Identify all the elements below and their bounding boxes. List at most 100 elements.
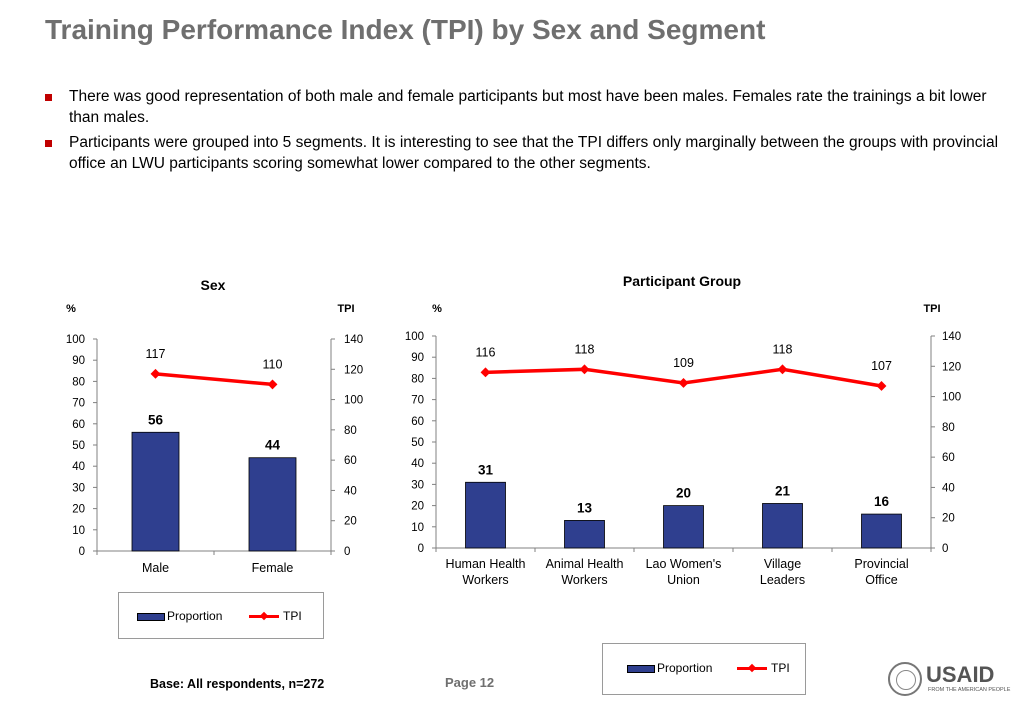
y-tick-label-left: 80 <box>72 376 85 388</box>
category-label: Female <box>252 561 294 575</box>
tpi-value-label: 117 <box>146 347 166 361</box>
y-tick-label-right: 0 <box>942 543 948 555</box>
y-tick-label-right: 60 <box>942 452 955 464</box>
bar <box>131 431 180 552</box>
y-tick-label-left: 90 <box>72 355 85 367</box>
left-axis-unit: % <box>66 303 76 315</box>
y-tick-label-left: 50 <box>411 437 424 449</box>
y-tick-label-left: 0 <box>79 546 85 558</box>
category-label: Lao Women's Union <box>646 557 722 587</box>
legend-bar-swatch <box>137 613 165 621</box>
y-tick-label-right: 100 <box>942 392 961 404</box>
y-tick-label-right: 0 <box>344 546 350 558</box>
chart-title: Participant Group <box>623 273 741 289</box>
y-tick-label-right: 80 <box>942 422 955 434</box>
y-tick-label-left: 90 <box>411 352 424 364</box>
y-tick-label-right: 120 <box>942 361 961 373</box>
tpi-value-label: 109 <box>673 356 694 370</box>
bar <box>663 505 704 549</box>
legend-bar-swatch <box>627 665 655 673</box>
y-tick-label-left: 0 <box>418 543 424 555</box>
seal-icon <box>888 662 922 696</box>
page-title: Training Performance Index (TPI) by Sex … <box>45 14 766 45</box>
y-tick-label-right: 20 <box>942 513 955 525</box>
y-tick-label-right: 120 <box>344 364 363 376</box>
y-tick-label-right: 80 <box>344 425 357 437</box>
y-tick-label-left: 20 <box>72 504 85 516</box>
y-tick-label-left: 10 <box>72 525 85 537</box>
right-axis-unit: TPI <box>923 303 940 315</box>
y-tick-label-left: 70 <box>72 398 85 410</box>
y-tick-label-right: 40 <box>942 482 955 494</box>
bar <box>248 457 297 552</box>
tpi-marker <box>480 367 491 378</box>
bar <box>762 503 803 549</box>
y-tick-label-right: 100 <box>344 395 363 407</box>
tpi-marker <box>876 381 887 391</box>
bar-value-label: 21 <box>775 483 791 498</box>
tpi-value-label: 116 <box>476 345 496 359</box>
y-tick-label-right: 40 <box>344 485 357 497</box>
chart-title: Sex <box>201 277 226 293</box>
y-tick-label-left: 100 <box>66 334 85 346</box>
y-tick-label-left: 60 <box>72 419 85 431</box>
category-label: Animal Health Workers <box>546 557 624 587</box>
tpi-marker <box>267 379 278 390</box>
y-tick-label-left: 40 <box>72 461 85 473</box>
bar-value-label: 44 <box>265 438 281 453</box>
y-tick-label-left: 80 <box>411 373 424 385</box>
left-axis-unit: % <box>432 303 442 315</box>
bullet-list: There was good representation of both ma… <box>45 86 1000 178</box>
logo-word: USAID <box>926 662 995 687</box>
right-axis-unit: TPI <box>337 303 354 315</box>
bar <box>564 520 605 549</box>
logo-tagline: FROM THE AMERICAN PEOPLE <box>928 687 1011 693</box>
tpi-marker <box>678 377 689 388</box>
y-tick-label-right: 60 <box>344 455 357 467</box>
legend-marker-icon <box>259 611 269 621</box>
category-label: Provincial Office <box>854 557 908 587</box>
legend-marker-icon <box>747 663 757 673</box>
tpi-line <box>155 372 273 387</box>
bullet-text: Participants were grouped into 5 segment… <box>69 134 999 172</box>
legend-label: Proportion <box>167 609 223 623</box>
legend-label: TPI <box>771 661 790 675</box>
y-tick-label-left: 40 <box>411 458 424 470</box>
legend-label: TPI <box>283 609 302 623</box>
bar-value-label: 20 <box>676 486 691 501</box>
tpi-value-label: 110 <box>263 357 283 371</box>
bar <box>861 513 902 549</box>
base-note: Base: All respondents, n=272 <box>150 677 325 691</box>
bullet-square-icon <box>45 140 52 147</box>
usaid-logo: USAID FROM THE AMERICAN PEOPLE <box>888 660 1010 700</box>
bullet-item: There was good representation of both ma… <box>45 86 1000 128</box>
tpi-value-label: 118 <box>773 342 793 356</box>
category-label: Village Leaders <box>760 557 805 587</box>
legend-sex: Proportion TPI <box>118 592 324 639</box>
y-tick-label-left: 20 <box>411 501 424 513</box>
y-tick-label-left: 30 <box>72 482 85 494</box>
bar-value-label: 13 <box>577 500 593 515</box>
tpi-value-label: 107 <box>871 359 892 373</box>
bullet-square-icon <box>45 94 52 101</box>
y-tick-label-left: 100 <box>405 331 424 343</box>
category-label: Male <box>142 561 169 575</box>
tpi-value-label: 118 <box>575 342 595 356</box>
bullet-item: Participants were grouped into 5 segment… <box>45 132 1000 174</box>
tpi-marker <box>150 368 161 379</box>
y-tick-label-left: 50 <box>72 440 85 452</box>
y-tick-label-right: 140 <box>942 331 961 343</box>
y-tick-label-right: 140 <box>344 334 363 346</box>
y-tick-label-right: 20 <box>344 516 357 528</box>
y-tick-label-left: 10 <box>411 522 424 534</box>
category-label: Human Health Workers <box>446 557 526 587</box>
bullet-text: There was good representation of both ma… <box>69 88 987 126</box>
bar-value-label: 16 <box>874 494 890 509</box>
tpi-marker <box>579 364 590 375</box>
y-tick-label-left: 70 <box>411 395 424 407</box>
tpi-marker <box>777 364 788 375</box>
bar-value-label: 31 <box>478 462 494 477</box>
bar-value-label: 56 <box>148 412 164 427</box>
y-tick-label-left: 60 <box>411 416 424 428</box>
page-number: Page 12 <box>445 675 495 690</box>
